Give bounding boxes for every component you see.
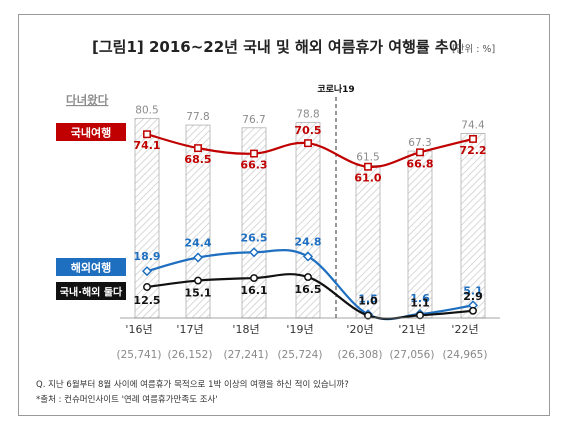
bar-visited: [407, 150, 433, 319]
marker-both: [194, 276, 202, 285]
chart-unit: [단위 : %]: [452, 43, 495, 55]
marker-both: [304, 273, 312, 282]
marker-overseas: [192, 252, 204, 263]
value-label-domestic: 66.8: [406, 157, 433, 170]
value-label-overseas: 24.8: [294, 235, 321, 248]
sample-size-label: (27,241): [224, 349, 269, 361]
footnote-question: Q. 지난 6월부터 8월 사이에 여름휴가 목적으로 1박 이상의 여행을 하…: [36, 379, 349, 390]
label-both-box: 국내·해외 둘다: [56, 282, 126, 300]
marker-both: [250, 274, 258, 283]
value-label-both: 15.1: [184, 287, 211, 300]
value-label-domestic: 66.3: [240, 159, 267, 172]
marker-overseas: [141, 266, 153, 277]
marker-domestic: [364, 162, 372, 171]
marker-domestic: [469, 134, 477, 143]
marker-domestic: [416, 148, 424, 157]
marker-domestic: [143, 130, 151, 139]
sample-size-label: (25,724): [278, 349, 323, 361]
value-label-overseas: 1.6: [410, 292, 430, 305]
bar-value-label: 80.5: [135, 104, 158, 116]
covid-label: 코로나19: [317, 83, 354, 95]
value-label-overseas: 5.1: [463, 284, 483, 297]
lines-layer: [141, 130, 479, 321]
value-label-both: 12.5: [133, 294, 160, 307]
value-label-domestic: 74.1: [133, 139, 160, 152]
marker-overseas: [302, 251, 314, 262]
x-tick-label: '20년: [346, 323, 373, 336]
x-tick-label: '17년: [176, 323, 203, 336]
value-label-both: 2.9: [463, 290, 483, 303]
marker-both: [364, 311, 372, 320]
marker-both: [143, 283, 151, 291]
label-both: 국내·해외 둘다: [60, 286, 123, 299]
sample-size-label: (24,965): [443, 349, 488, 361]
bar-visited: [355, 165, 381, 319]
x-tick-label: '16년: [125, 323, 152, 336]
value-label-both: 16.1: [240, 284, 267, 297]
value-label-domestic: 70.5: [294, 124, 321, 137]
label-domestic-box: 국내여행: [56, 123, 126, 141]
bar-visited: [460, 133, 486, 319]
label-overseas-box: 해외여행: [56, 258, 126, 276]
x-tick-label: '19년: [286, 323, 313, 336]
x-tick-label: '22년: [451, 323, 478, 336]
bar-value-label: 67.3: [408, 137, 431, 149]
marker-domestic: [194, 144, 202, 153]
x-tick-label: '21년: [398, 323, 425, 336]
footnote-source: *출처 : 컨슈머인사이트 '연례 여름휴가만족도 조사': [36, 394, 218, 405]
value-label-domestic: 68.5: [184, 153, 211, 166]
marker-both: [416, 311, 424, 320]
bar-value-label: 61.5: [356, 151, 379, 163]
value-label-both: 16.5: [294, 283, 321, 296]
bar-value-label: 77.8: [186, 111, 209, 123]
labels-layer: 80.5 77.8 76.7 78.8 61.5 67.3 74.4 74.1 68.5 66.3…: [133, 104, 486, 309]
sample-size-label: (27,056): [390, 349, 435, 361]
value-label-domestic: 61.0: [354, 172, 381, 185]
label-overseas-bg: [56, 258, 126, 276]
chart-title: [그림1] 2016~22년 국내 및 해외 여름휴가 여행률 추이: [92, 38, 463, 56]
bar-visited: [185, 124, 211, 319]
label-both-bg: [56, 282, 126, 300]
marker-both: [469, 306, 477, 315]
value-label-overseas: 1.5: [358, 292, 378, 305]
bar-value-label: 76.7: [242, 114, 265, 126]
axis-layer: '16년 (25,741) '17년 (26,152) '18년 (27,241) '19년…: [117, 317, 500, 361]
value-label-domestic: 72.2: [459, 144, 486, 157]
value-label-overseas: 24.4: [184, 236, 211, 249]
label-domestic-bg: [56, 123, 126, 141]
sample-size-label: (26,152): [168, 349, 213, 361]
bar-visited: [295, 122, 321, 319]
value-label-overseas: 18.9: [133, 250, 160, 263]
value-label-overseas: 26.5: [240, 231, 267, 244]
value-label-both: 1.1: [410, 296, 430, 309]
label-domestic: 국내여행: [71, 126, 111, 140]
sample-size-label: (26,308): [338, 349, 383, 361]
value-label-both: 1.0: [358, 295, 378, 308]
bar-value-label: 74.4: [461, 119, 485, 131]
label-overseas: 해외여행: [71, 261, 111, 275]
x-tick-label: '18년: [232, 323, 259, 336]
marker-overseas: [248, 247, 260, 258]
sample-size-label: (25,741): [117, 349, 162, 361]
label-visited: 다녀왔다: [66, 93, 109, 107]
marker-domestic: [304, 139, 312, 148]
marker-domestic: [250, 149, 258, 158]
bar-value-label: 78.8: [296, 109, 319, 121]
